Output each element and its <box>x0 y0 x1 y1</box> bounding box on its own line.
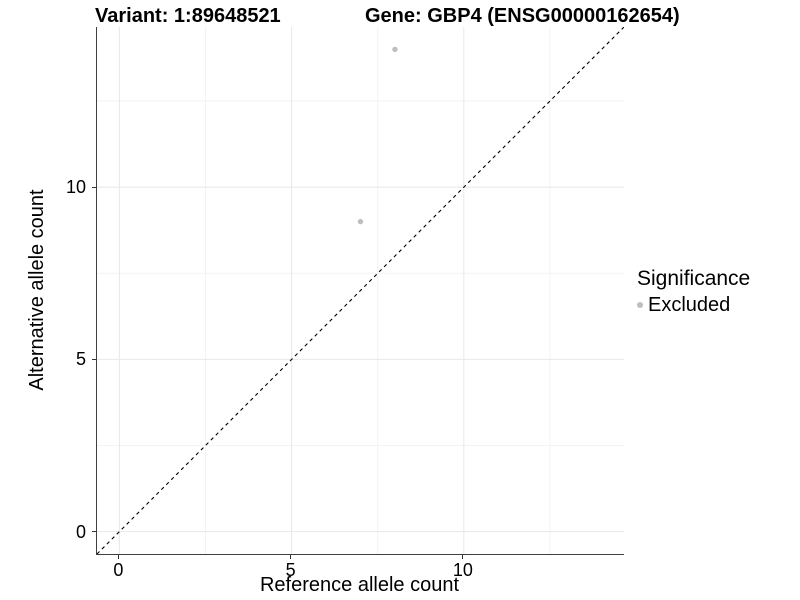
x-axis-title: Reference allele count <box>259 574 459 596</box>
identity-line <box>97 27 624 554</box>
y-tick-label: 5 <box>75 349 86 370</box>
legend: Significance Excluded <box>637 266 750 317</box>
x-tick-mark <box>290 555 292 559</box>
legend-item-label: Excluded <box>648 294 731 316</box>
y-tick-mark <box>92 531 96 533</box>
data-point-excluded <box>357 218 364 225</box>
x-tick-label: 10 <box>452 560 473 580</box>
gene-title: Gene: GBP4 (ENSG00000162654) <box>365 5 680 27</box>
excluded-point-icon <box>637 302 643 308</box>
x-tick-mark <box>117 555 119 559</box>
x-tick-mark <box>462 555 464 559</box>
scatter-plot-canvas <box>97 27 624 554</box>
x-tick-label: 5 <box>285 560 296 580</box>
legend-title: Significance <box>637 267 751 290</box>
y-tick-mark <box>92 186 96 188</box>
plot-panel <box>96 27 624 555</box>
y-tick-mark <box>92 358 96 360</box>
x-tick-label: 0 <box>113 560 124 580</box>
y-tick-label: 10 <box>65 177 86 198</box>
y-tick-label: 0 <box>75 521 86 542</box>
legend-item-excluded: Excluded <box>637 293 750 317</box>
data-point-excluded <box>392 46 398 53</box>
variant-title: Variant: 1:89648521 <box>95 5 281 27</box>
